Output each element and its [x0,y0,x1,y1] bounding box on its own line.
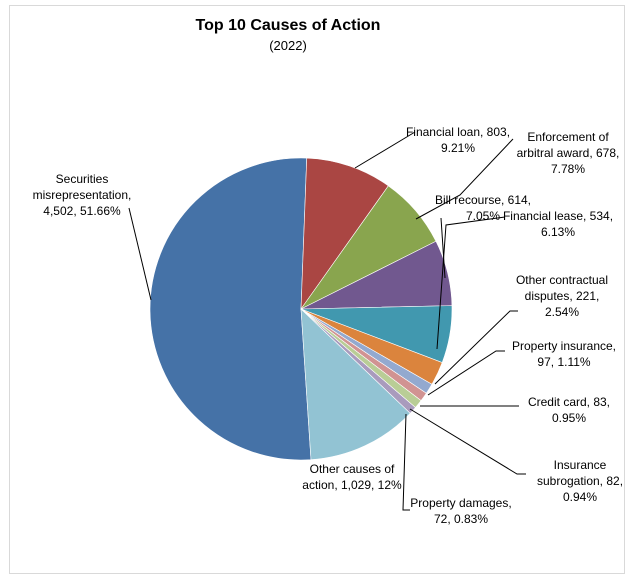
data-labels: Securities misrepresentation, 4,502, 51.66… [33,125,623,526]
data-label-property-damages: Property damages, 72, 0.83% [410,496,511,526]
leader-line [409,408,526,475]
pie-slice-securities-misrepresentation [149,157,312,461]
data-label-credit-card: Credit card, 83, 0.95% [528,395,610,425]
chart-title: Top 10 Causes of Action [196,17,381,34]
leader-lines [128,131,526,511]
leader-line [415,138,514,220]
data-label-financial-lease: Financial lease, 534, 6.13% [503,209,613,239]
leader-line [436,216,506,350]
data-label-enforcement-of-arbitral-award: Enforcement of arbitral award, 678, 7.78% [517,130,620,176]
data-label-insurance-subrogation: Insurance subrogation, 82, 0.94% [537,458,623,504]
data-label-securities-misrepresentation: Securities misrepresentation, 4,502, 51.66… [33,172,132,218]
data-label-other-contractual-disputes: Other contractual disputes, 221, 2.54% [516,273,608,319]
leader-line [440,217,446,279]
leader-line [128,207,152,301]
data-label-other-causes-of-action: Other causes of action, 1,029, 12% [302,462,402,492]
chart-subtitle: (2022) [269,38,307,53]
leader-line [402,413,410,511]
leader-line [354,131,416,169]
leader-line [427,350,505,396]
data-label-financial-loan: Financial loan, 803, 9.21% [406,125,510,155]
pie-slice-other-causes-of-action [300,308,411,460]
data-label-property-insurance: Property insurance, 97, 1.11% [512,339,616,369]
pie-slice-financial-loan [300,157,389,310]
pie-slices [149,157,453,461]
leader-line [434,310,518,385]
data-label-bill-recourse: Bill recourse, 614, 7.05% [435,193,531,223]
